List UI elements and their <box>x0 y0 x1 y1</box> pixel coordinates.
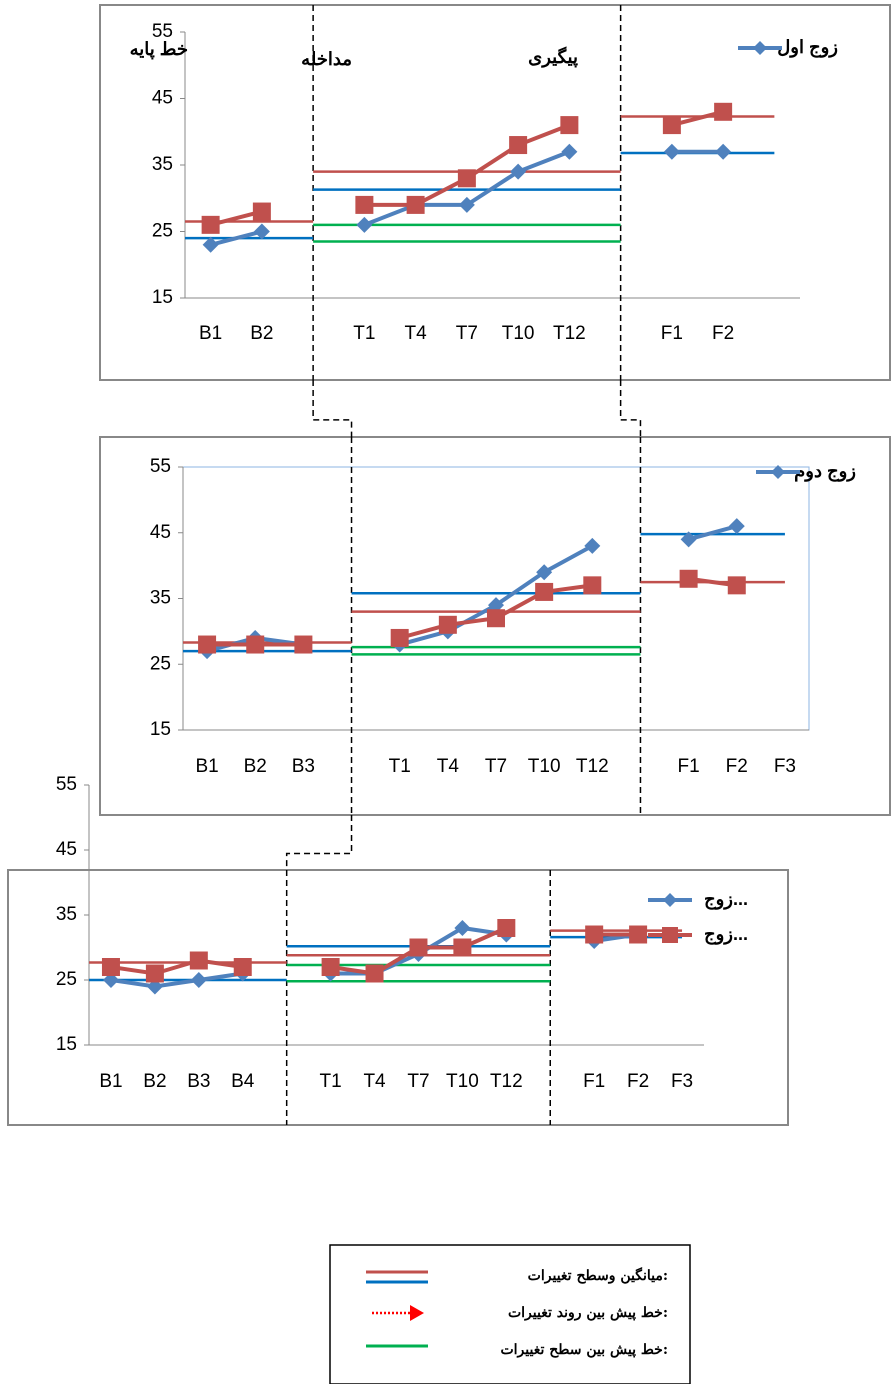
x-tick-label: T10 <box>446 1071 479 1092</box>
y-tick-label: 15 <box>56 1034 77 1055</box>
x-tick-label: F3 <box>774 756 796 777</box>
x-tick-label: B1 <box>199 323 222 344</box>
x-tick-label: T1 <box>320 1071 342 1092</box>
x-tick-label: T7 <box>456 323 478 344</box>
y-tick-label: 45 <box>152 88 173 109</box>
phase-connector <box>313 380 351 437</box>
x-tick-label: B2 <box>250 323 273 344</box>
x-tick-label: B2 <box>244 756 267 777</box>
x-tick-label: T4 <box>363 1071 386 1092</box>
y-tick-label: 55 <box>56 774 77 795</box>
marker <box>509 136 527 154</box>
marker <box>253 203 271 221</box>
x-tick-label: T12 <box>576 756 609 777</box>
x-tick-label: T10 <box>528 756 561 777</box>
x-tick-label: T4 <box>437 756 460 777</box>
legend-label: زوج دوم <box>794 461 856 482</box>
x-tick-label: F3 <box>671 1071 693 1092</box>
marker <box>102 958 120 976</box>
y-tick-label: 15 <box>150 719 171 740</box>
x-tick-label: T12 <box>553 323 586 344</box>
x-tick-label: F1 <box>661 323 683 344</box>
x-tick-label: T4 <box>405 323 428 344</box>
x-tick-label: T7 <box>485 756 507 777</box>
x-tick-label: B1 <box>99 1071 122 1092</box>
phase-connector <box>287 815 352 870</box>
y-tick-label: 35 <box>150 588 171 609</box>
marker <box>458 169 476 187</box>
marker <box>409 939 427 957</box>
x-tick-label: B1 <box>195 756 218 777</box>
y-tick-label: 55 <box>150 456 171 477</box>
legend-box-label: خط پیش بین روند تغییرات: <box>508 1305 668 1321</box>
marker <box>407 196 425 214</box>
marker <box>497 919 515 937</box>
marker <box>662 927 678 943</box>
marker <box>728 576 746 594</box>
y-tick-label: 45 <box>150 522 171 543</box>
phase-label: خط پایه <box>130 39 188 60</box>
y-tick-label: 15 <box>152 287 173 308</box>
marker <box>322 958 340 976</box>
y-tick-label: 35 <box>152 154 173 175</box>
x-tick-label: T10 <box>502 323 535 344</box>
legend-box-label: خط پیش بین سطح تغییرات: <box>500 1342 668 1358</box>
x-tick-label: F1 <box>678 756 700 777</box>
x-tick-label: F1 <box>583 1071 605 1092</box>
marker <box>294 636 312 654</box>
phase-label: پیگیری <box>528 46 578 68</box>
y-tick-label: 45 <box>56 839 77 860</box>
marker <box>202 216 220 234</box>
marker <box>234 958 252 976</box>
y-tick-label: 25 <box>56 969 77 990</box>
x-tick-label: B3 <box>187 1071 210 1092</box>
figure: 15 25 35 45 55 B1 B2 T1 T4 T7 T10 T12 F1 F2 زوج اول خط … <box>0 0 892 1384</box>
marker <box>663 116 681 134</box>
marker <box>146 965 164 983</box>
marker <box>190 952 208 970</box>
y-tick-label: 25 <box>152 221 173 242</box>
x-tick-label: T12 <box>490 1071 523 1092</box>
x-tick-label: F2 <box>627 1071 649 1092</box>
marker <box>629 926 647 944</box>
marker <box>391 629 409 647</box>
marker <box>198 636 216 654</box>
marker <box>453 939 471 957</box>
legend-label: زوج... <box>704 924 748 945</box>
phase-connector <box>621 380 641 437</box>
y-tick-label: 25 <box>150 653 171 674</box>
marker <box>487 609 505 627</box>
marker <box>560 116 578 134</box>
x-tick-label: B2 <box>143 1071 166 1092</box>
marker <box>246 636 264 654</box>
marker <box>714 103 732 121</box>
marker <box>680 570 698 588</box>
x-tick-label: F2 <box>712 323 734 344</box>
legend-label: زوج... <box>704 889 748 910</box>
marker <box>535 583 553 601</box>
marker <box>585 926 603 944</box>
x-tick-label: T7 <box>407 1071 429 1092</box>
marker <box>366 965 384 983</box>
phase-label: مداخله <box>301 49 352 69</box>
marker <box>439 616 457 634</box>
legend-box-label: میانگین وسطح تغییرات: <box>528 1267 668 1284</box>
x-tick-label: B4 <box>231 1071 255 1092</box>
x-tick-label: T1 <box>389 756 411 777</box>
marker <box>583 576 601 594</box>
x-tick-label: T1 <box>353 323 375 344</box>
legend-label: زوج اول <box>777 37 838 58</box>
x-tick-label: B3 <box>292 756 315 777</box>
y-tick-label: 35 <box>56 904 77 925</box>
x-tick-label: F2 <box>726 756 748 777</box>
marker <box>355 196 373 214</box>
